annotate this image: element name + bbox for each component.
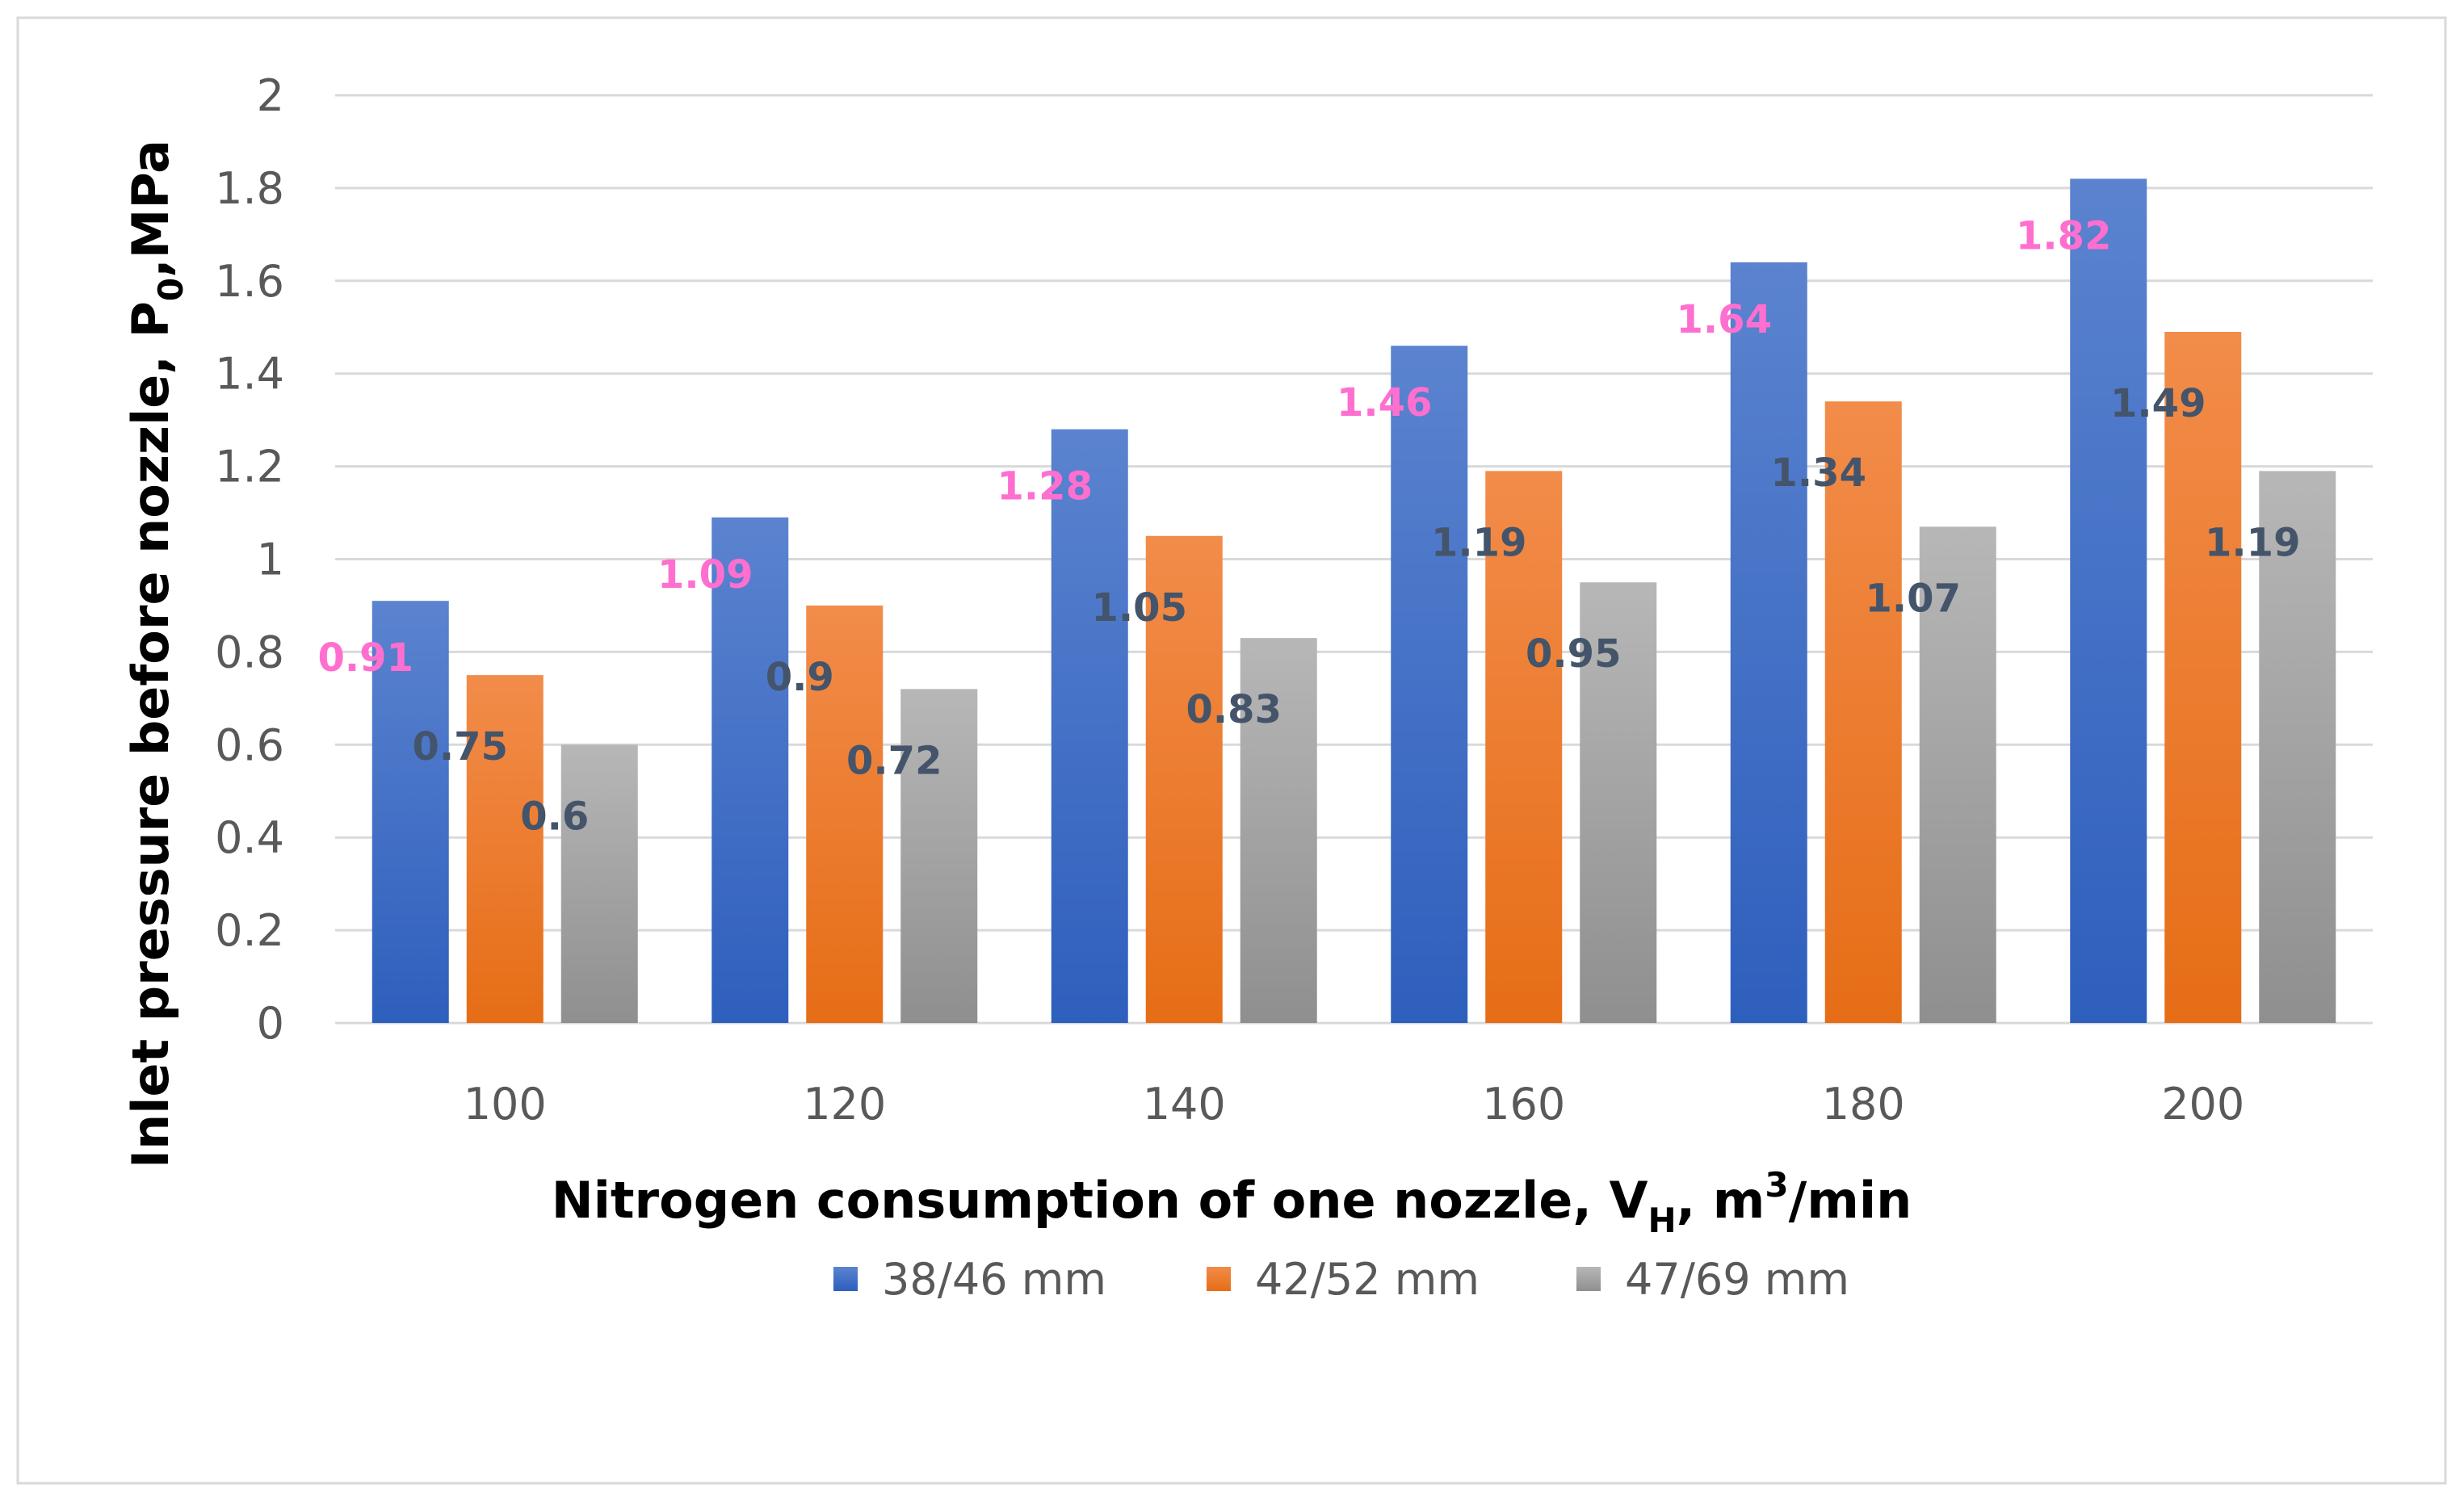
data-label: 0.95	[1526, 631, 1621, 677]
y-tick-label: 1.2	[215, 442, 284, 493]
data-label: 1.49	[2110, 381, 2206, 426]
y-tick-label: 1.8	[215, 163, 284, 214]
bar	[900, 689, 978, 1023]
legend-label: 47/69 mm	[1625, 1254, 1849, 1305]
legend-swatch	[1207, 1267, 1231, 1291]
data-label: 1.46	[1337, 380, 1432, 426]
y-tick-label: 0.8	[215, 627, 284, 677]
data-label: 1.19	[2205, 520, 2300, 565]
data-label: 0.9	[766, 655, 834, 700]
data-label: 1.82	[2016, 213, 2111, 258]
bar	[1145, 535, 1223, 1023]
bar	[1240, 638, 1317, 1023]
bar	[1824, 401, 1902, 1023]
legend-label: 38/46 mm	[882, 1254, 1106, 1305]
bar	[1919, 526, 1996, 1023]
y-tick-labels: 0 0.2 0.4 0.6 0.8 1 1.2 1.4 1.6 1.8 2	[215, 70, 284, 1049]
x-tick-label: 180	[1822, 1079, 1905, 1130]
legend-label: 42/52 mm	[1255, 1254, 1480, 1305]
x-tick-label: 100	[464, 1079, 547, 1130]
bar	[371, 601, 449, 1023]
data-label: 1.34	[1771, 451, 1866, 496]
x-axis-title: Nitrogen consumption of one nozzle, VH, …	[552, 1165, 1912, 1240]
data-label: 1.28	[997, 464, 1093, 509]
y-tick-label: 1	[257, 535, 284, 585]
data-label: 1.09	[657, 552, 753, 597]
x-tick-label: 160	[1482, 1079, 1565, 1130]
bar	[2259, 471, 2336, 1023]
data-label: 0.72	[846, 738, 942, 783]
data-label: 0.75	[413, 724, 508, 769]
bar	[1580, 582, 1657, 1023]
y-axis-title: Inlet pressure before nozzle, P0,MPa	[121, 140, 191, 1168]
bars	[371, 178, 2336, 1024]
bar	[711, 517, 789, 1023]
data-label: 1.19	[1431, 520, 1526, 565]
bar	[2070, 178, 2147, 1023]
data-label: 0.6	[520, 794, 589, 839]
bar	[2164, 331, 2242, 1023]
y-tick-label: 1.6	[215, 256, 284, 307]
x-tick-label: 200	[2161, 1079, 2244, 1130]
data-label: 1.64	[1677, 297, 1772, 342]
bar	[806, 605, 884, 1023]
data-label: 0.83	[1186, 687, 1282, 732]
bar	[1485, 471, 1563, 1023]
legend-swatch	[1576, 1267, 1601, 1291]
x-tick-label: 120	[803, 1079, 886, 1130]
bar	[1730, 262, 1807, 1023]
data-labels: 0.910.75 0.6 1.09 0.9 0.72 1.28 1.05 0.83 1.46 1.…	[318, 213, 2301, 839]
data-label: 1.07	[1866, 576, 1961, 621]
x-tick-label: 140	[1143, 1079, 1226, 1130]
bar	[560, 744, 638, 1023]
legend-swatch	[833, 1267, 858, 1291]
legend: 38/46 mm 42/52 mm 47/69 mm	[833, 1254, 1849, 1305]
gridlines	[335, 94, 2373, 1025]
y-tick-label: 2	[257, 70, 284, 121]
bar	[1391, 346, 1468, 1024]
y-tick-label: 0.2	[215, 905, 284, 956]
y-tick-label: 0.4	[215, 812, 284, 863]
y-tick-label: 0.6	[215, 719, 284, 770]
x-tick-labels: 100 120 140 160 180 200	[464, 1079, 2245, 1130]
data-label: 0.91	[318, 635, 413, 681]
data-label: 1.05	[1092, 585, 1187, 631]
bar	[1051, 429, 1128, 1023]
y-tick-label: 0	[257, 998, 284, 1049]
bar	[466, 675, 544, 1023]
y-tick-label: 1.4	[215, 349, 284, 400]
